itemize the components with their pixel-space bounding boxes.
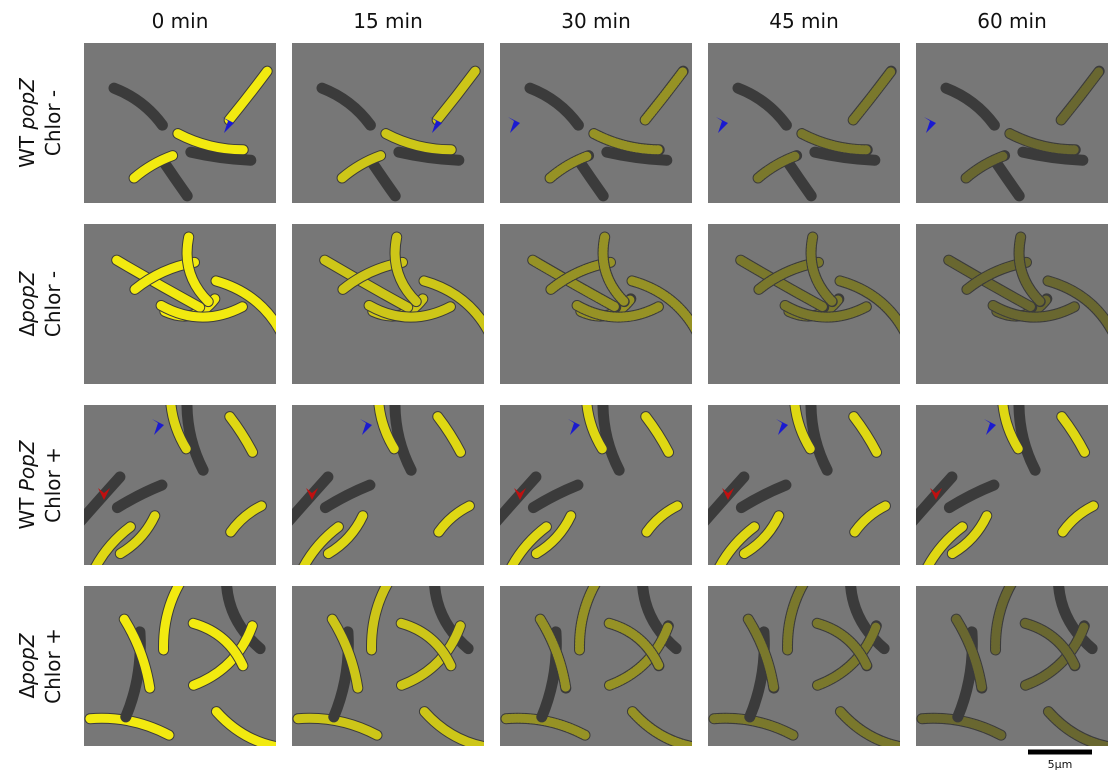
row-label: WT PopZ xyxy=(15,439,39,529)
micrograph-panel xyxy=(708,557,925,758)
micrograph-panel xyxy=(292,43,484,203)
panel-background xyxy=(84,224,276,384)
micrograph-panel xyxy=(708,43,900,203)
panel-background xyxy=(708,224,900,384)
figure: 5μm 0 min 15 min 30 min 45 min 60 min WT popZ… xyxy=(0,0,1109,776)
row-label-prefix: Δ xyxy=(15,323,39,337)
row-label-prefix: Δ xyxy=(15,685,39,699)
column-header: 30 min xyxy=(561,9,631,33)
panel-background xyxy=(500,224,692,384)
micrograph-panel xyxy=(500,43,692,203)
panel-background xyxy=(916,224,1108,384)
row-label-gene: popZ xyxy=(15,77,39,131)
micrograph-panel xyxy=(702,392,900,572)
row-label-condition: Chlor + xyxy=(41,628,65,704)
micrograph-panel xyxy=(286,392,484,572)
row-label-gene: popZ xyxy=(15,632,39,686)
column-header: 15 min xyxy=(353,9,423,33)
page: {"columns": ["0 min", "15 min", "30 min"… xyxy=(0,0,1109,776)
micrograph-panel xyxy=(84,43,276,203)
row-label: ΔpopZ xyxy=(15,270,39,336)
micrograph-panel xyxy=(916,43,1108,203)
row-label-condition: Chlor + xyxy=(41,447,65,523)
row-label-condition: Chlor - xyxy=(41,90,65,156)
row-label: WT popZ xyxy=(15,77,39,168)
micrograph-panel xyxy=(292,557,509,758)
row-label-prefix: WT xyxy=(15,491,39,529)
row-label-condition: Chlor - xyxy=(41,271,65,337)
micrograph-panel xyxy=(84,224,293,384)
micrograph-panel xyxy=(916,224,1109,384)
micrograph-panel xyxy=(500,557,717,758)
row-label-gene: PopZ xyxy=(15,439,39,491)
column-header: 0 min xyxy=(152,9,209,33)
panel-background xyxy=(292,224,484,384)
row-label: ΔpopZ xyxy=(15,632,39,698)
column-header: 45 min xyxy=(769,9,839,33)
row-label-gene: popZ xyxy=(15,270,39,324)
micrograph-panel xyxy=(910,392,1108,572)
micrograph-panel xyxy=(500,224,709,384)
row-label-prefix: WT xyxy=(15,129,39,167)
column-header: 60 min xyxy=(977,9,1047,33)
micrograph-panel xyxy=(916,557,1109,758)
micrograph-panel xyxy=(78,392,276,572)
micrograph-panel xyxy=(708,224,917,384)
micrograph-panel xyxy=(84,557,301,758)
micrograph-panel xyxy=(292,224,501,384)
scale-bar-label: 5μm xyxy=(1048,758,1073,771)
micrograph-panel xyxy=(494,392,692,572)
